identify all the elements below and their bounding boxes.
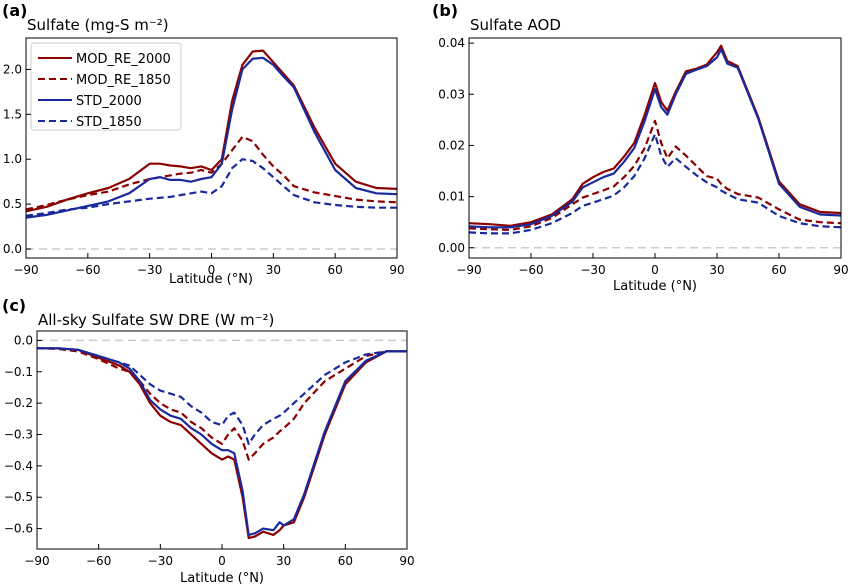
panel-c-ytick-label: −0.6 (4, 522, 33, 536)
panel-c-ytick-label: −0.5 (4, 490, 33, 504)
panel-b-xtick-label: 0 (651, 263, 659, 277)
panel-a-xtick-label: −60 (75, 263, 100, 277)
panel-a-xtick-label: −30 (137, 263, 162, 277)
panel-c-ytick-label: −0.4 (4, 459, 33, 473)
panel-c-ytick-label: 0.0 (14, 333, 33, 347)
panel-c-xtick-label: 30 (276, 554, 291, 568)
panel-b-ytick-label: 0.03 (438, 87, 465, 101)
panel-b-label: (b) (432, 1, 458, 20)
panel-a-label: (a) (2, 1, 27, 20)
panel-b-xtick-label: 90 (833, 263, 848, 277)
panel-c-series-line-mod-re-2000 (37, 347, 407, 540)
panel-b-ytick-label: 0.01 (438, 190, 465, 204)
panel-c-title: All-sky Sulfate SW DRE (W m⁻²) (38, 311, 274, 329)
panel-a-title: Sulfate (mg-S m⁻²) (27, 16, 169, 34)
panel-b-xlabel: Latitude (°N) (613, 279, 697, 294)
panel-c-xtick-label: −90 (24, 554, 49, 568)
panel-a-series-line-mod-re-1850 (25, 135, 398, 211)
panel-a-ytick-label: 0.5 (3, 197, 22, 211)
panel-a: (a) Sulfate (mg-S m⁻²) Latitude (°N) MOD… (2, 1, 405, 287)
panel-a-series-line-std-2000 (25, 56, 398, 219)
panel-a-xtick-label: 90 (389, 263, 404, 277)
panel-b-ytick-label: 0.02 (438, 138, 465, 152)
panel-c-series-line-std-1850 (37, 347, 407, 445)
panel-b-xtick-label: −90 (456, 263, 481, 277)
panel-c: (c) All-sky Sulfate SW DRE (W m⁻²) Latit… (2, 296, 415, 586)
panel-c-ytick-label: −0.3 (4, 428, 33, 442)
panel-b-xtick-label: 60 (771, 263, 786, 277)
panel-a-xtick-label: 60 (328, 263, 343, 277)
panel-b-title: Sulfate AOD (470, 16, 561, 34)
panel-a-ytick-label: 1.0 (3, 152, 22, 166)
panel-b-series-line-std-1850 (468, 133, 842, 235)
legend-label-mod-re-2000: MOD_RE_2000 (76, 52, 171, 67)
panel-a-series-line-mod-re-2000 (25, 49, 398, 213)
panel-c-xtick-label: 90 (399, 554, 414, 568)
panel-a-xtick-label: 0 (208, 263, 216, 277)
panel-b-series-line-mod-re-1850 (468, 119, 842, 231)
panel-c-xtick-label: 60 (338, 554, 353, 568)
panel-a-legend: MOD_RE_2000 MOD_RE_1850 STD_2000 STD_185… (30, 42, 182, 131)
panel-a-ytick-label: 0.0 (3, 242, 22, 256)
panel-c-label: (c) (2, 296, 26, 315)
panel-a-series-line-std-1850 (25, 158, 397, 217)
panel-a-xlabel: Latitude (°N) (169, 272, 253, 287)
panel-a-ytick-label: 2.0 (3, 62, 22, 76)
panel-b-xtick-label: −60 (518, 263, 543, 277)
legend-label-std-2000: STD_2000 (76, 94, 142, 109)
panel-c-xtick-label: 0 (218, 554, 226, 568)
panel-b: (b) Sulfate AOD Latitude (°N) −90 −60 −30 0… (432, 1, 849, 294)
legend-label-std-1850: STD_1850 (76, 115, 142, 130)
panel-a-xtick-label: −90 (13, 263, 38, 277)
panel-c-xtick-label: −30 (148, 554, 173, 568)
legend-label-mod-re-1850: MOD_RE_1850 (76, 73, 171, 88)
panel-b-series-line-std-2000 (468, 48, 842, 229)
panel-a-ytick-label: 1.5 (3, 107, 22, 121)
panel-c-xtick-label: −60 (86, 554, 111, 568)
panel-c-series-line-mod-re-1850 (36, 347, 407, 461)
panel-c-series-line-std-2000 (37, 347, 407, 536)
panel-a-xtick-label: 30 (266, 263, 281, 277)
panel-c-xlabel: Latitude (°N) (180, 571, 264, 586)
panel-b-ytick-label: 0.04 (438, 36, 465, 50)
legend-frame (30, 42, 182, 131)
panel-b-ytick-label: 0.00 (438, 241, 465, 255)
panel-c-ytick-label: −0.1 (4, 365, 33, 379)
panel-b-xtick-label: 30 (709, 263, 724, 277)
panel-b-xtick-label: −30 (580, 263, 605, 277)
panel-c-ytick-label: −0.2 (4, 396, 33, 410)
